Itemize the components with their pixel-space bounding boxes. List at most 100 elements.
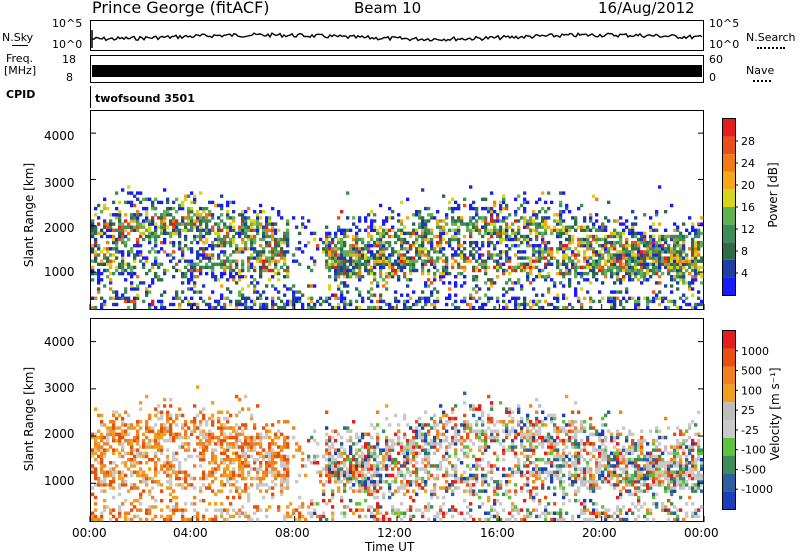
velocity-cell <box>457 432 461 437</box>
velocity-cell <box>397 442 401 446</box>
velocity-cell <box>127 511 131 515</box>
velocity-cell <box>214 470 218 474</box>
power-cell <box>697 268 701 273</box>
velocity-cell <box>421 486 425 490</box>
velocity-cell <box>373 480 377 484</box>
power-cell <box>595 278 599 282</box>
velocity-cell <box>94 517 98 522</box>
velocity-cell <box>121 473 125 478</box>
velocity-cell <box>220 489 224 493</box>
power-cell <box>559 244 563 248</box>
velocity-cell <box>193 502 197 506</box>
velocity-cell <box>364 483 368 487</box>
power-cell <box>475 228 479 232</box>
power-cell <box>676 268 680 273</box>
velocity-cell <box>205 473 209 478</box>
velocity-cell <box>427 508 431 512</box>
power-cell <box>637 240 641 245</box>
power-cell <box>328 287 332 291</box>
power-cell <box>190 305 194 310</box>
power-cell <box>658 296 662 300</box>
velocity-cell <box>187 445 191 449</box>
power-cell <box>388 305 392 310</box>
power-cell <box>193 234 197 239</box>
power-cell <box>391 265 395 270</box>
power-cell <box>445 296 449 300</box>
power-cell <box>604 240 608 245</box>
power-cell <box>592 225 596 229</box>
velocity-cell <box>469 486 473 490</box>
velocity-cell <box>208 442 212 446</box>
velocity-cell <box>313 454 317 459</box>
power-cell <box>94 250 98 254</box>
velocity-cell <box>301 457 305 462</box>
velocity-cell <box>229 514 233 519</box>
velocity-cell <box>145 394 149 399</box>
power-cell <box>259 216 263 220</box>
power-cell <box>649 228 653 232</box>
velocity-cell <box>448 461 452 465</box>
velocity-cell <box>322 454 326 459</box>
velocity-cell <box>448 483 452 487</box>
power-cell <box>211 275 215 279</box>
velocity-cell <box>385 435 389 440</box>
power-cell <box>595 259 599 263</box>
power-cell <box>499 225 503 229</box>
power-cell <box>226 256 230 260</box>
power-cell <box>481 216 485 220</box>
power-cell <box>193 219 197 223</box>
velocity-cell <box>148 426 152 430</box>
power-cell <box>616 250 620 254</box>
power-cell <box>508 237 512 242</box>
power-cell <box>430 256 434 260</box>
power-cell <box>298 262 302 266</box>
power-cell <box>499 210 503 214</box>
velocity-cell <box>169 435 173 440</box>
power-cell <box>637 247 641 251</box>
power-cell <box>613 281 617 285</box>
power-cell <box>100 302 104 307</box>
power-cell <box>115 247 119 251</box>
velocity-cell <box>145 435 149 440</box>
power-cell <box>160 213 164 217</box>
power-cell <box>166 200 170 205</box>
power-cell <box>271 225 275 229</box>
power-cell <box>481 240 485 245</box>
power-cell <box>223 244 227 248</box>
power-cell <box>409 231 413 236</box>
power-cell <box>334 293 338 297</box>
velocity-cell <box>253 423 257 427</box>
power-cell <box>649 234 653 239</box>
power-cell <box>388 240 392 245</box>
power-cell <box>145 213 149 217</box>
velocity-cell <box>316 442 320 446</box>
power-cell <box>358 219 362 223</box>
power-cell <box>379 262 383 266</box>
power-cell <box>340 244 344 248</box>
velocity-cell <box>109 486 113 490</box>
velocity-cell <box>364 486 368 490</box>
power-cell <box>217 299 221 304</box>
power-cell <box>652 290 656 294</box>
velocity-cell <box>100 470 104 474</box>
velocity-cell <box>202 457 206 462</box>
power-cell <box>346 268 350 273</box>
power-cell <box>394 299 398 304</box>
power-cell <box>487 250 491 254</box>
power-cell <box>286 244 290 248</box>
power-cell <box>142 256 146 260</box>
power-cell <box>106 268 110 273</box>
velocity-cell <box>172 451 176 456</box>
power-cell <box>517 194 521 198</box>
power-cell <box>328 284 332 288</box>
velocity-cell <box>412 489 416 493</box>
velocity-cell <box>229 445 233 449</box>
power-cell <box>244 222 248 226</box>
velocity-cell <box>199 476 203 481</box>
power-cell <box>100 250 104 254</box>
power-cell <box>601 237 605 242</box>
power-cell <box>199 216 203 220</box>
power-cell <box>133 296 137 300</box>
velocity-cell <box>388 489 392 493</box>
power-cell <box>583 219 587 223</box>
